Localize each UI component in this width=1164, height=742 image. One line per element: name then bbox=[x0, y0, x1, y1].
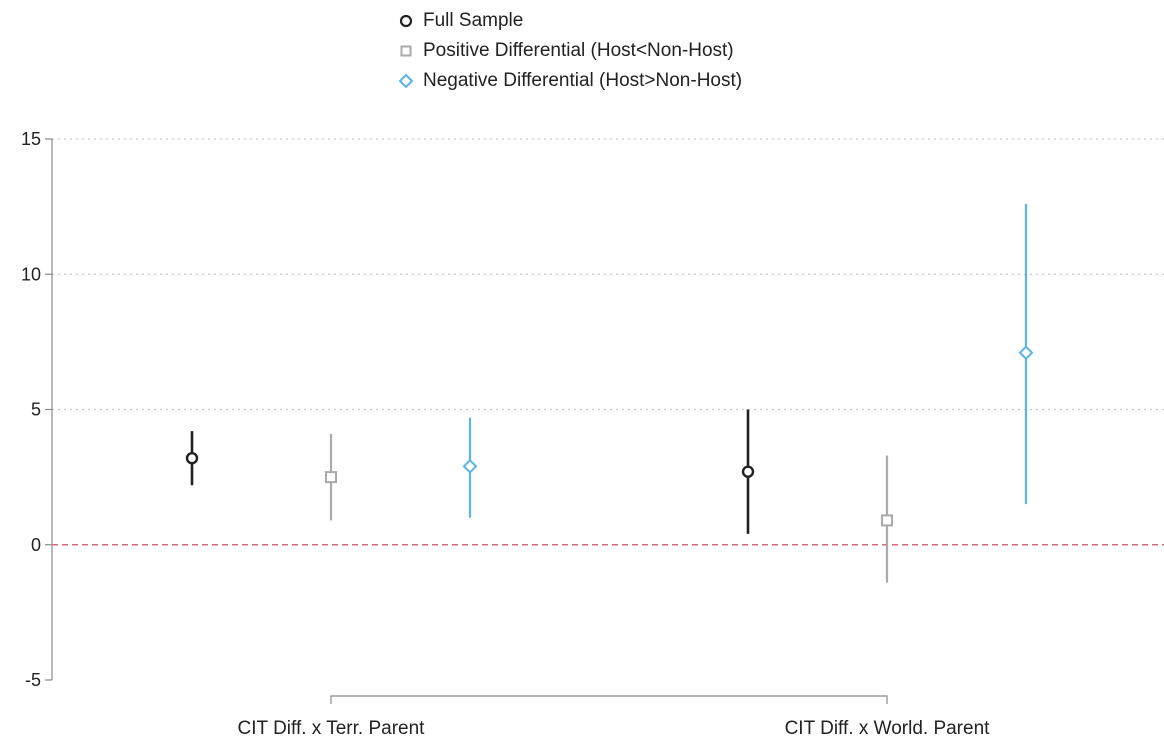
point-estimate-circle bbox=[185, 451, 199, 465]
legend-item-positive-differential: Positive Differential (Host<Non-Host) bbox=[395, 36, 742, 66]
legend-item-full-sample: Full Sample bbox=[395, 6, 742, 36]
x-category-label: CIT Diff. x World. Parent bbox=[785, 718, 991, 739]
y-tick-label: 5 bbox=[31, 400, 41, 420]
legend-item-negative-differential: Negative Differential (Host>Non-Host) bbox=[395, 66, 742, 96]
legend-circle-marker-icon bbox=[399, 14, 413, 28]
point-estimate-square bbox=[881, 514, 893, 527]
x-category-bracket bbox=[330, 695, 888, 704]
legend-label: Positive Differential (Host<Non-Host) bbox=[423, 40, 734, 61]
point-estimate-diamond bbox=[462, 458, 478, 474]
y-tick-label: -5 bbox=[25, 670, 41, 690]
legend-label: Negative Differential (Host>Non-Host) bbox=[423, 70, 743, 91]
legend-diamond-marker-icon bbox=[398, 73, 414, 89]
x-category-label: CIT Diff. x Terr. Parent bbox=[238, 718, 426, 739]
legend-label: Full Sample bbox=[423, 10, 524, 31]
point-estimate-square bbox=[325, 471, 337, 484]
y-tick-label: 10 bbox=[21, 264, 41, 284]
point-estimate-diamond bbox=[1018, 345, 1034, 361]
point-estimate-circle bbox=[741, 465, 755, 478]
y-tick-label: 0 bbox=[31, 535, 41, 555]
legend-square-marker-icon bbox=[400, 45, 412, 57]
chart-legend: Full Sample Positive Differential (Host<… bbox=[395, 6, 742, 96]
y-tick-label: 15 bbox=[21, 129, 41, 149]
